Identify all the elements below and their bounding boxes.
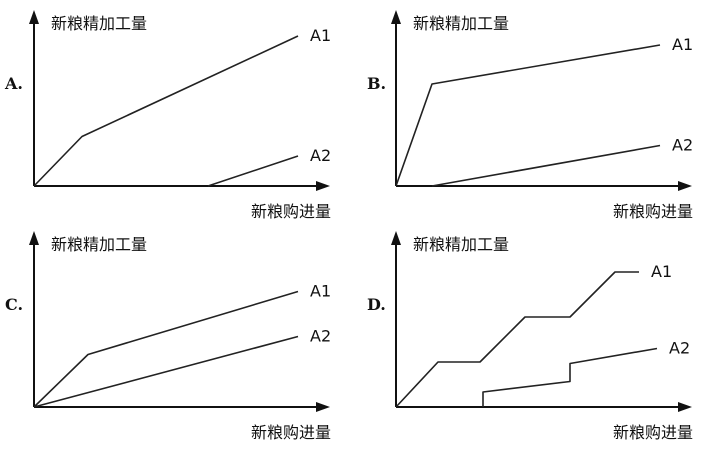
line-label-a1: A1 <box>672 35 693 54</box>
x-axis-arrow-icon <box>678 402 692 412</box>
y-axis-label: 新粮精加工量 <box>413 235 509 254</box>
line-a1 <box>33 290 299 408</box>
x-axis-label: 新粮购进量 <box>613 202 693 221</box>
y-axis-label: 新粮精加工量 <box>51 235 147 254</box>
line-label-a2: A2 <box>310 146 331 165</box>
x-axis-arrow-icon <box>316 402 330 412</box>
line-label-a2: A2 <box>310 327 331 346</box>
y-axis-arrow-icon <box>391 231 401 245</box>
option-label: B. <box>367 74 386 93</box>
line-a2 <box>482 347 658 407</box>
line-label-a2: A2 <box>669 339 690 358</box>
line-a1 <box>33 35 299 187</box>
line-a1 <box>395 271 639 408</box>
y-axis-arrow-icon <box>391 10 401 24</box>
line-a2 <box>33 335 299 408</box>
y-axis-label: 新粮精加工量 <box>51 14 147 33</box>
line-label-a2: A2 <box>672 136 693 155</box>
line-a1 <box>395 44 661 187</box>
line-a2 <box>431 144 661 187</box>
x-axis-arrow-icon <box>316 181 330 191</box>
x-axis-arrow-icon <box>678 181 692 191</box>
line-label-a1: A1 <box>651 262 672 281</box>
option-label: A. <box>4 74 23 93</box>
line-label-a1: A1 <box>310 282 331 301</box>
y-axis-arrow-icon <box>29 10 39 24</box>
x-axis-label: 新粮购进量 <box>613 423 693 442</box>
line-a2 <box>207 155 299 187</box>
x-axis-label: 新粮购进量 <box>251 202 331 221</box>
x-axis-label: 新粮购进量 <box>251 423 331 442</box>
y-axis-label: 新粮精加工量 <box>413 14 509 33</box>
y-axis-arrow-icon <box>29 231 39 245</box>
option-label: D. <box>367 295 386 314</box>
line-label-a1: A1 <box>310 26 331 45</box>
option-label: C. <box>5 295 23 314</box>
